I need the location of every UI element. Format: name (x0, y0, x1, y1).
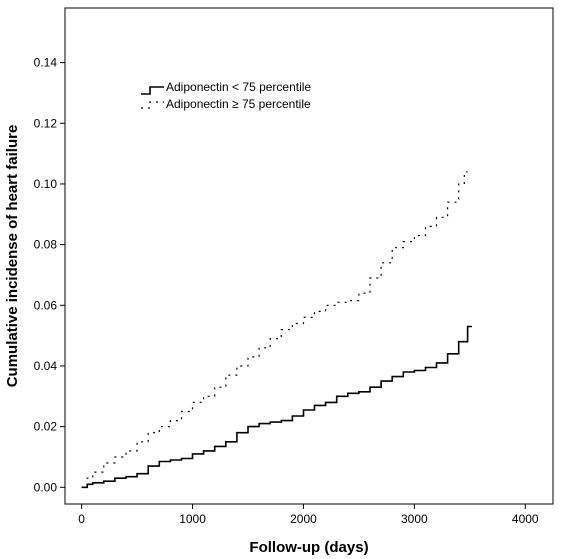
y-tick-label: 0.06 (34, 298, 58, 312)
series-lines (81, 171, 472, 489)
y-tick-label: 0.14 (34, 56, 58, 70)
legend-label-below-75: Adiponectin < 75 percentile (166, 80, 311, 94)
y-tick-label: 0.10 (34, 177, 58, 191)
y-axis-ticks: 0.00 0.02 0.04 0.06 0.08 0.10 0.12 0.14 (34, 56, 65, 494)
legend: Adiponectin < 75 percentile Adiponectin … (141, 80, 311, 111)
y-tick-label: 0.12 (34, 116, 58, 130)
plot-frame (64, 7, 554, 505)
y-tick-label: 0.04 (34, 359, 58, 373)
y-axis-title: Cumulative incidense of heart failure (4, 125, 21, 388)
x-tick-label: 3000 (401, 512, 428, 526)
x-tick-label: 1000 (179, 512, 206, 526)
series-line-above-75 (81, 171, 468, 488)
x-axis-title: Follow-up (days) (249, 539, 368, 556)
legend-swatch-above-75 (141, 101, 164, 109)
legend-swatch-below-75 (141, 86, 164, 95)
x-tick-label: 0 (78, 512, 85, 526)
series-line-below-75 (81, 325, 472, 489)
x-tick-label: 4000 (512, 512, 539, 526)
x-axis-ticks: 0 1000 2000 3000 4000 (78, 504, 539, 526)
x-tick-label: 2000 (290, 512, 317, 526)
y-tick-label: 0.00 (34, 480, 58, 494)
y-tick-label: 0.02 (34, 420, 58, 434)
y-tick-label: 0.08 (34, 238, 58, 252)
legend-label-above-75: Adiponectin ≥ 75 percentile (166, 97, 311, 111)
